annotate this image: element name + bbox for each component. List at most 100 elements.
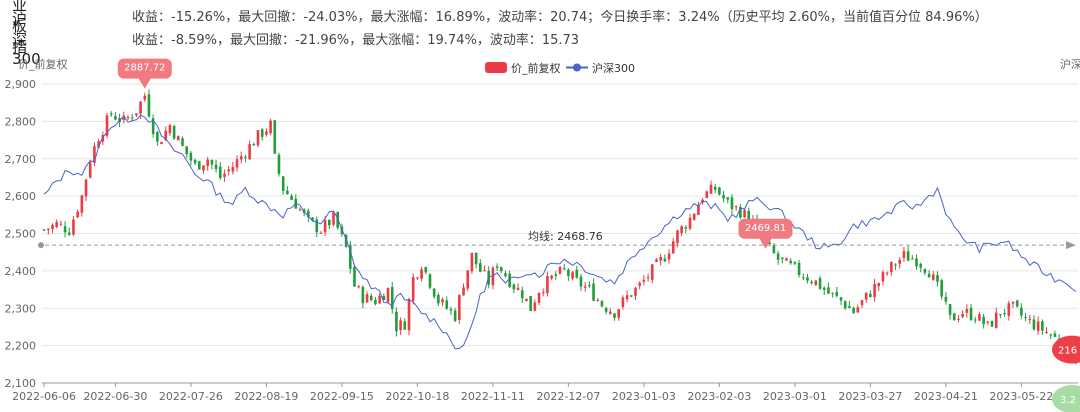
candle-body (139, 101, 142, 114)
candle-body (109, 113, 113, 115)
candle (499, 266, 503, 274)
candle (462, 283, 465, 296)
candle-body (1003, 313, 1006, 315)
candle (911, 255, 914, 260)
legend[interactable]: 价_前复权 沪深300 (485, 61, 635, 75)
candle (445, 296, 449, 311)
candle (210, 159, 214, 170)
candle-body (336, 211, 340, 228)
y-tick-label: 2,500 (5, 228, 37, 241)
candle-body (1036, 321, 1040, 331)
candle-body (126, 116, 130, 119)
candle-body (80, 195, 84, 213)
candle-body (621, 297, 625, 307)
candle (965, 304, 969, 318)
candle (474, 252, 478, 269)
candle-body (873, 283, 876, 297)
candlestick-series (42, 89, 1078, 365)
candle-body (697, 204, 700, 216)
x-tick-label: 2023-02-03 (687, 390, 751, 403)
candle-body (894, 264, 897, 266)
y-tick-label: 2,200 (5, 340, 37, 353)
candle (193, 158, 197, 166)
candle-body (676, 230, 679, 244)
candle (1036, 316, 1040, 335)
candle-body (227, 169, 230, 172)
candle (848, 301, 851, 309)
x-tick-label: 2022-11-11 (461, 390, 525, 403)
candle-body (739, 207, 742, 218)
y-tick-label: 2,100 (5, 377, 37, 390)
candle (1003, 308, 1006, 317)
candle (839, 296, 843, 306)
candle (944, 291, 948, 305)
candle (374, 296, 377, 306)
candle-body (453, 310, 457, 322)
candle (554, 271, 558, 280)
candle (307, 208, 310, 223)
candle (881, 270, 885, 286)
candle-body (424, 267, 428, 273)
grid-lines (42, 83, 1078, 384)
candle-body (898, 259, 902, 264)
candle (609, 308, 612, 315)
candle (491, 265, 495, 290)
candle-body (856, 307, 860, 313)
candle-body (1032, 319, 1036, 330)
candle (890, 261, 893, 277)
price-chart[interactable]: 2,900 2,800 2,700 2,600 2,500 2,400 2,300 2,200… (0, 56, 1080, 412)
candle-body (692, 213, 696, 220)
candle-body (890, 262, 893, 273)
candle-body (458, 295, 461, 321)
candle (600, 299, 604, 308)
candle (235, 155, 239, 172)
candle-body (520, 290, 524, 299)
candle-body (638, 282, 641, 286)
candle-body (839, 297, 843, 301)
candle-body (877, 283, 881, 287)
candle (403, 318, 407, 330)
candle-body (961, 314, 964, 317)
legend-swatch-index-dot (573, 63, 581, 72)
candle (1045, 327, 1048, 334)
candle-body (495, 266, 499, 268)
candle-body (344, 234, 348, 247)
candle (424, 266, 428, 275)
candle-body (235, 159, 239, 168)
candle (286, 185, 289, 195)
candle-body (449, 309, 453, 311)
candle-body (1024, 316, 1027, 318)
candle (797, 260, 801, 278)
legend-swatch-price (485, 62, 507, 73)
candle (105, 112, 109, 139)
candle-body (407, 299, 411, 331)
candle (915, 254, 918, 270)
candle (88, 159, 92, 179)
candle-body (395, 311, 398, 332)
candle-body (273, 120, 277, 154)
candle-body (944, 296, 948, 302)
candle-body (680, 226, 683, 233)
candle-body (634, 287, 637, 296)
left-axis-name: 价_前复权 (18, 57, 68, 71)
candle-body (252, 144, 256, 146)
candle-body (307, 210, 310, 218)
candle (122, 111, 126, 124)
candle-body (130, 117, 134, 119)
candle-body (571, 272, 574, 279)
y-tick-label: 2,400 (5, 265, 37, 278)
candle (722, 190, 725, 203)
candle (873, 278, 876, 302)
candle-body (441, 299, 444, 303)
candle (936, 271, 939, 287)
candle-body (772, 245, 776, 254)
candle-body (411, 277, 415, 301)
candle-body (361, 286, 365, 304)
candle (772, 242, 776, 254)
x-tick-label: 2023-03-01 (763, 390, 827, 403)
candle-body (835, 291, 839, 296)
candle (709, 180, 713, 195)
candle-body (646, 277, 650, 279)
candle (613, 312, 616, 321)
y-tick-label: 2,900 (5, 78, 37, 91)
